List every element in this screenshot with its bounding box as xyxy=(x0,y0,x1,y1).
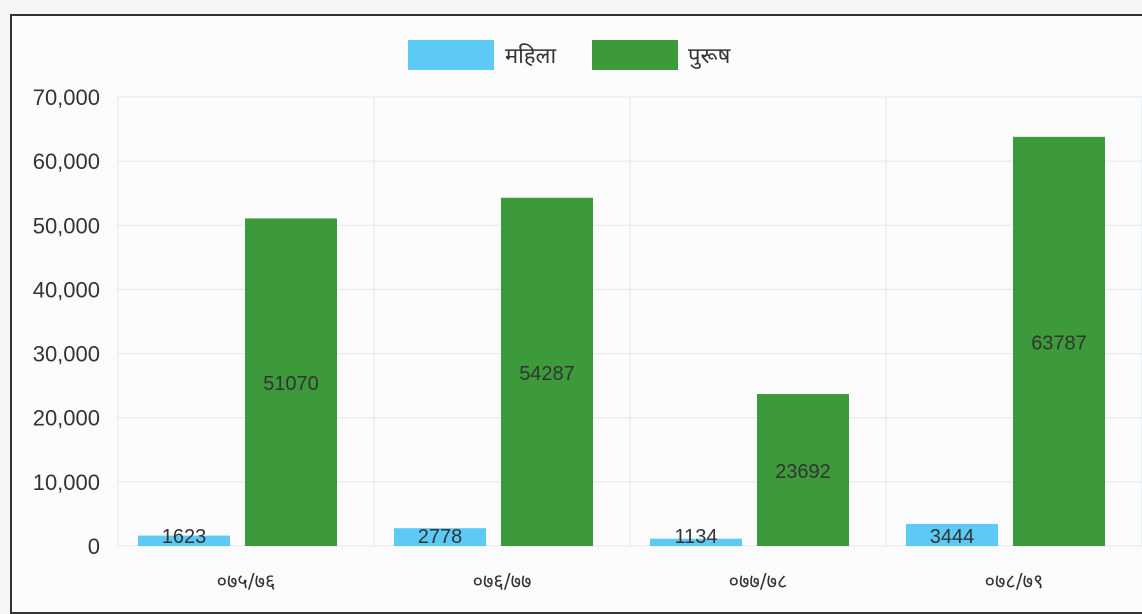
data-label: 63787 xyxy=(1031,332,1087,354)
labels: 0 10,000 20,000 30,000 40,000 50,000 60,000 70,… xyxy=(33,85,1087,593)
female-bar xyxy=(138,535,230,546)
y-tick-label: 10,000 xyxy=(33,470,100,495)
legend-swatch xyxy=(408,40,494,70)
female-bar xyxy=(906,523,998,546)
x-tick-label: ०७७/७८ xyxy=(729,569,788,593)
legend-label: महिला xyxy=(505,43,556,69)
x-tick-label: ०७६/७७ xyxy=(473,569,532,593)
female-bar xyxy=(394,528,486,546)
y-tick-label: 40,000 xyxy=(33,277,100,302)
male-bar xyxy=(757,394,849,546)
y-tick-label: 0 xyxy=(88,534,100,559)
y-tick-label: 60,000 xyxy=(33,149,100,174)
male-bar xyxy=(1013,136,1105,546)
legend: महिला पुरूष xyxy=(408,40,732,70)
data-label: 23692 xyxy=(775,461,831,483)
data-label: 3444 xyxy=(930,526,975,548)
data-label: 2778 xyxy=(418,526,463,548)
data-label: 51070 xyxy=(263,373,319,395)
female-bar xyxy=(650,538,742,546)
legend-label: पुरूष xyxy=(688,44,732,69)
y-tick-label: 20,000 xyxy=(33,406,100,431)
legend-swatch xyxy=(592,40,678,70)
data-label: 1623 xyxy=(162,526,207,548)
data-label: 1134 xyxy=(674,526,717,548)
y-tick-label: 30,000 xyxy=(33,342,100,367)
data-label: 54287 xyxy=(519,363,575,385)
x-tick-label: ०७५/७६ xyxy=(217,569,276,593)
bars xyxy=(138,136,1105,547)
y-tick-label: 50,000 xyxy=(33,213,100,238)
y-tick-label: 70,000 xyxy=(33,85,100,110)
male-bar xyxy=(501,197,593,547)
x-tick-label: ०७८/७९ xyxy=(985,569,1044,593)
male-bar xyxy=(245,218,337,546)
